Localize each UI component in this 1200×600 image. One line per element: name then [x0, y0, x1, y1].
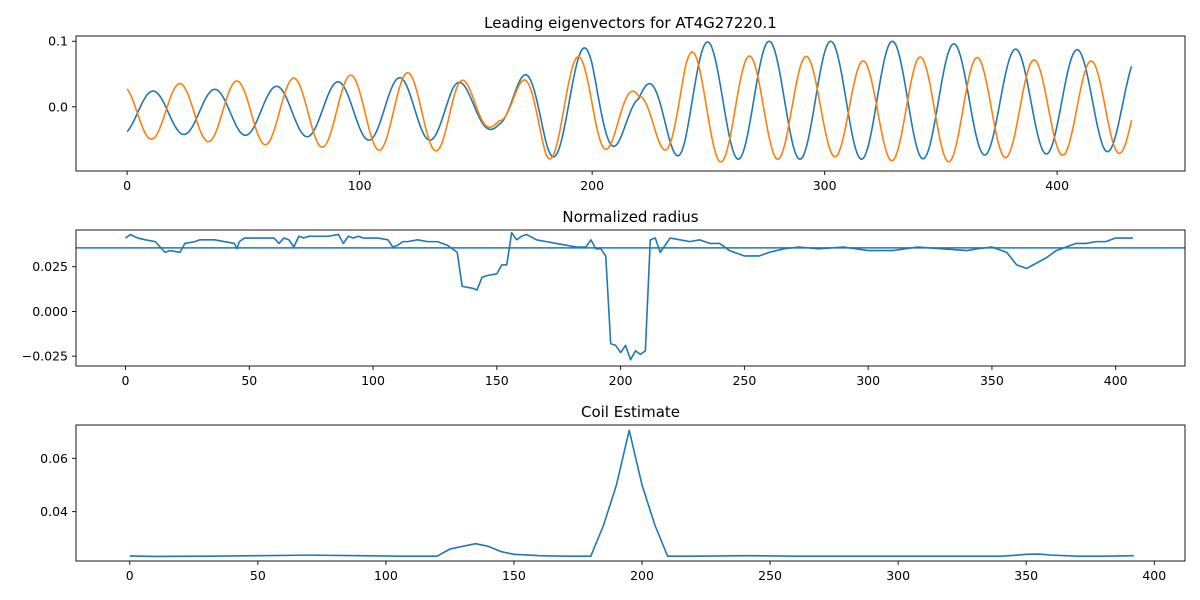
- x-tick-label: 400: [1045, 178, 1069, 193]
- x-tick-label: 300: [813, 178, 837, 193]
- chart-title: Coil Estimate: [581, 403, 680, 421]
- x-tick-label: 300: [886, 568, 910, 583]
- chart-title: Normalized radius: [562, 208, 698, 226]
- axes-frame: [75, 424, 1186, 562]
- x-tick-label: 250: [758, 568, 782, 583]
- x-tick-label: 50: [250, 568, 266, 583]
- chart-panel-1: Leading eigenvectors for AT4G27220.1 0 100…: [48, 14, 1186, 193]
- x-tick-label: 0: [123, 178, 131, 193]
- x-tick-label: 350: [1014, 568, 1038, 583]
- y-tick-label: 0.0: [48, 99, 68, 114]
- x-tick-label: 0: [126, 568, 134, 583]
- plot-area: [126, 40, 1133, 163]
- y-tick-label: 0.1: [48, 34, 68, 49]
- x-tick-label: 150: [485, 373, 509, 388]
- chart-panel-2: Normalized radius 0 50 100 150 200 250 300 350 40…: [22, 208, 1186, 388]
- axes-frame: [75, 229, 1186, 367]
- plot-area: [129, 429, 1134, 558]
- y-tick-label: 0.000: [32, 304, 68, 319]
- x-tick-label: 350: [980, 373, 1004, 388]
- axes-frame: [75, 35, 1186, 172]
- plot-area: [76, 231, 1185, 361]
- y-tick-label: −0.025: [22, 349, 68, 364]
- x-tick-label: 0: [122, 373, 130, 388]
- x-tick-label: 200: [609, 373, 633, 388]
- x-tick-label: 300: [856, 373, 880, 388]
- x-tick-label: 100: [361, 373, 385, 388]
- series-line-1: [125, 231, 1134, 361]
- series-line-1: [126, 40, 1133, 160]
- x-tick-label: 200: [580, 178, 604, 193]
- chart-title: Leading eigenvectors for AT4G27220.1: [484, 14, 777, 32]
- x-tick-label: 400: [1142, 568, 1166, 583]
- x-tick-label: 100: [348, 178, 372, 193]
- x-tick-label: 200: [630, 568, 654, 583]
- x-tick-label: 250: [732, 373, 756, 388]
- y-tick-label: 0.06: [40, 451, 68, 466]
- chart-panel-3: Coil Estimate 0 50 100 150 200 250 300 350 400 0.0…: [40, 403, 1186, 583]
- x-tick-label: 150: [502, 568, 526, 583]
- x-tick-label: 400: [1104, 373, 1128, 388]
- series-line-1: [129, 429, 1134, 558]
- x-tick-label: 50: [241, 373, 257, 388]
- y-tick-label: 0.04: [40, 504, 68, 519]
- x-tick-label: 100: [374, 568, 398, 583]
- series-line-2: [126, 51, 1133, 163]
- y-tick-label: 0.025: [32, 259, 68, 274]
